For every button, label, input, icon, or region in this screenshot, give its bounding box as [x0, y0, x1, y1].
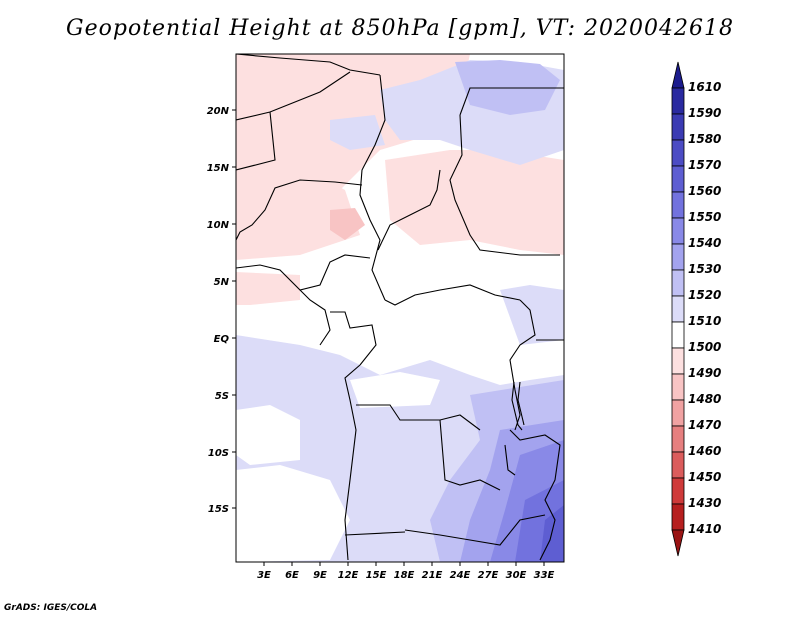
lat-ticks: [232, 109, 236, 509]
colorbar-label: 1570: [688, 158, 721, 172]
colorbar-segment: [671, 165, 685, 193]
colorbar-label: 1590: [688, 106, 721, 120]
lon-label: 21E: [422, 570, 443, 581]
colorbar-label: 1490: [688, 366, 721, 380]
lon-label: 12E: [338, 570, 359, 581]
lat-label: 20N: [207, 106, 230, 117]
colorbar-label: 1550: [688, 210, 721, 224]
colorbar-segment: [671, 321, 685, 349]
lon-label: 6E: [285, 570, 299, 581]
colorbar-label: 1500: [688, 340, 721, 354]
colorbar-segment: [671, 503, 685, 531]
lon-label: 3E: [257, 570, 271, 581]
colorbar-label: 1560: [688, 184, 721, 198]
colorbar-segment: [671, 373, 685, 401]
colorbar-label: 1510: [688, 314, 721, 328]
colorbar-segment: [671, 295, 685, 323]
colorbar: [671, 61, 685, 557]
colorbar-label: 1460: [688, 444, 721, 458]
colorbar-segment: [671, 113, 685, 141]
lat-label: 5S: [215, 391, 229, 402]
lat-label: 15N: [207, 163, 230, 174]
lat-label: EQ: [214, 334, 230, 345]
lat-label: 5N: [214, 277, 230, 288]
lon-labels: 3E 6E 9E 12E 15E 18E 21E 24E 27E 30E 33E: [257, 570, 554, 581]
colorbar-label: 1410: [688, 522, 721, 536]
colorbar-label: 1450: [688, 470, 721, 484]
lon-ticks: [263, 562, 545, 566]
colorbar-segment: [671, 191, 685, 219]
lat-labels: 20N 15N 10N 5N EQ 5S 10S 15S: [207, 106, 230, 515]
grads-credit: GrADS: IGES/COLA: [4, 603, 98, 613]
colorbar-segment: [671, 425, 685, 453]
colorbar-segment: [671, 139, 685, 167]
map-frame: [235, 53, 565, 563]
colorbar-segment: [671, 61, 685, 89]
map-title: Geopotential Height at 850hPa [gpm], VT:…: [66, 16, 734, 41]
colorbar-segment: [671, 399, 685, 427]
colorbar-label: 1580: [688, 132, 721, 146]
lon-label: 24E: [450, 570, 471, 581]
lat-label: 10S: [208, 448, 229, 459]
colorbar-segment: [671, 451, 685, 479]
country-borders: [236, 54, 564, 561]
colorbar-segment: [671, 243, 685, 271]
colorbar-segment: [671, 217, 685, 245]
lon-label: 9E: [313, 570, 327, 581]
colorbar-segment: [671, 529, 685, 557]
colorbar-label: 1430: [688, 496, 721, 510]
lon-label: 27E: [478, 570, 499, 581]
colorbar-label: 1520: [688, 288, 721, 302]
lon-label: 33E: [534, 570, 555, 581]
colorbar-label: 1610: [688, 80, 721, 94]
colorbar-label: 1480: [688, 392, 721, 406]
lon-label: 15E: [366, 570, 387, 581]
colorbar-segment: [671, 269, 685, 297]
lon-label: 18E: [394, 570, 415, 581]
colorbar-label: 1540: [688, 236, 721, 250]
colorbar-labels: 1610 1590 1580 1570 1560 1550 1540 1530 …: [688, 80, 721, 536]
lat-label: 15S: [208, 504, 229, 515]
geopotential-field: [236, 54, 564, 562]
colorbar-segment: [671, 347, 685, 375]
lat-label: 10N: [207, 220, 230, 231]
colorbar-segment: [671, 87, 685, 115]
colorbar-label: 1530: [688, 262, 721, 276]
colorbar-segment: [671, 477, 685, 505]
lon-label: 30E: [506, 570, 527, 581]
colorbar-label: 1470: [688, 418, 721, 432]
